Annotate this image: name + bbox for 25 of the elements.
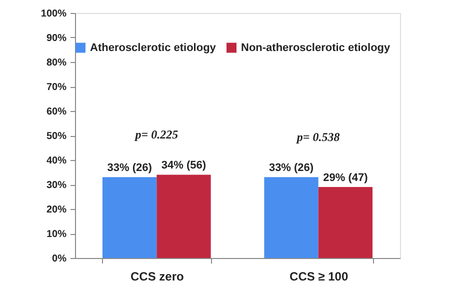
bar	[102, 177, 157, 258]
y-tick-label: 20%	[46, 204, 67, 216]
y-tick-label: 70%	[46, 82, 67, 93]
bar	[264, 177, 318, 258]
y-tick-label: 10%	[46, 229, 67, 240]
y-tick-label: 0%	[52, 254, 67, 264]
data-label: 33% (26)	[268, 162, 314, 174]
annotation: p= 0.225	[134, 128, 178, 142]
y-tick-label: 60%	[46, 106, 67, 118]
annotation: p= 0.538	[296, 130, 340, 144]
legend-label: Non-atherosclerotic etiology	[241, 42, 392, 54]
data-label: 34% (56)	[161, 160, 206, 172]
bar	[318, 186, 373, 258]
y-tick-label: 30%	[46, 180, 67, 191]
x-tick-label: CCS zero	[130, 270, 184, 284]
data-label: 29% (47)	[323, 172, 368, 184]
bar	[156, 174, 211, 258]
legend-label: Atherosclerotic etiology	[90, 42, 217, 54]
y-tick-label: 90%	[46, 33, 67, 44]
data-label: 33% (26)	[107, 162, 152, 174]
y-tick-label: 40%	[46, 156, 67, 166]
y-tick-label: 50%	[46, 131, 67, 142]
y-tick-label: 80%	[46, 58, 67, 68]
x-tick-label: CCS ≥ 100	[290, 270, 348, 284]
y-tick-label: 100%	[40, 8, 67, 20]
